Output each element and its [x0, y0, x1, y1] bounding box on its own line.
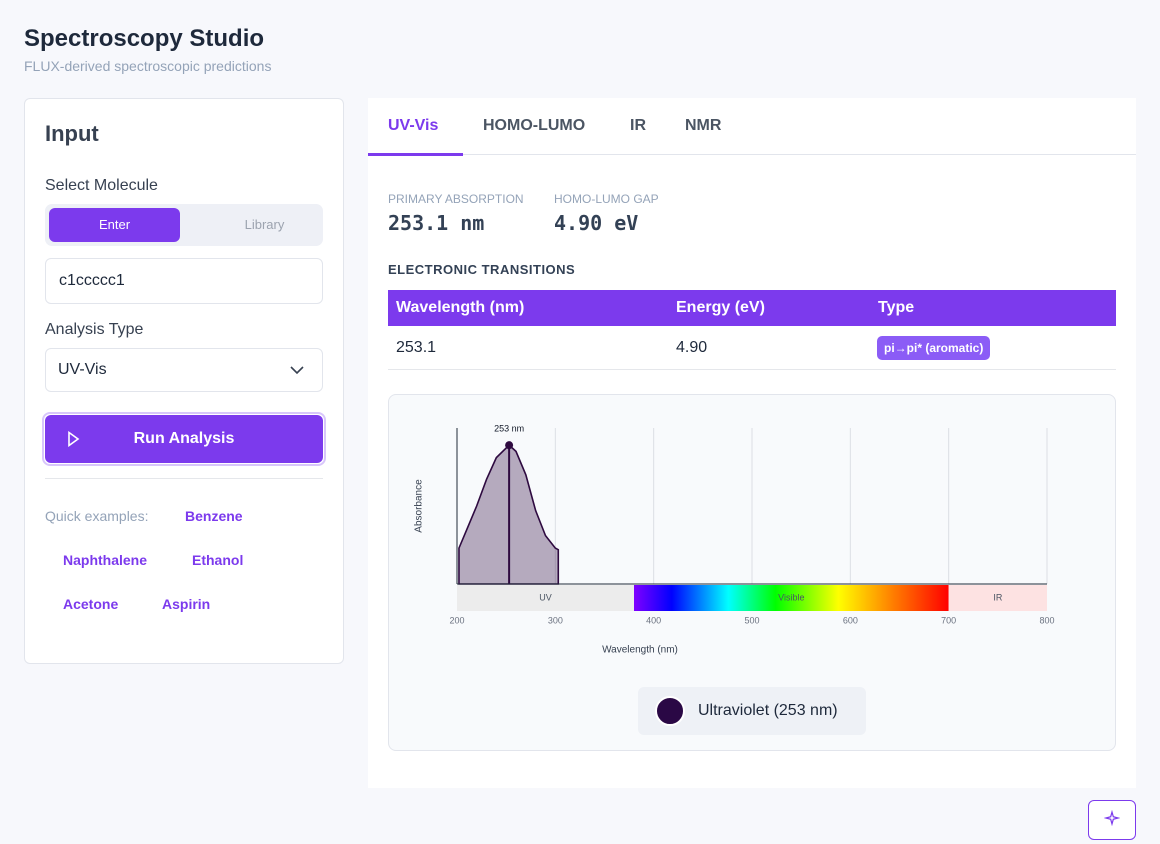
- color-chip-label: Ultraviolet (253 nm): [698, 702, 838, 719]
- chevron-icon: [290, 366, 304, 375]
- spectrum-band: [948, 585, 1047, 611]
- spectrum-band: [457, 585, 634, 611]
- metric-label: HOMO-LUMO GAP: [554, 192, 659, 206]
- app-subtitle: FLUX-derived spectroscopic predictions: [24, 58, 272, 74]
- x-tick-label: 200: [449, 615, 464, 625]
- metric-value: 4.90 eV: [554, 211, 639, 235]
- select-value: UV-Vis: [58, 361, 107, 378]
- spectrum-chart: Wavelength (nm) Absorbance 200 300 400 500 6…: [414, 424, 1055, 656]
- active-tab-indicator: [368, 153, 463, 156]
- peak-label: 253 nm: [494, 424, 524, 434]
- tab[interactable]: HOMO-LUMO: [483, 117, 586, 134]
- section-title: ELECTRONIC TRANSITIONS: [388, 262, 576, 277]
- app-title: Spectroscopy Studio: [24, 25, 265, 52]
- table-cell: 4.90: [676, 339, 708, 356]
- play-icon: [68, 431, 80, 447]
- card-title: Input: [45, 121, 99, 146]
- example-link[interactable]: Acetone: [63, 596, 119, 612]
- button-ring: [42, 412, 326, 466]
- tab-border: [368, 154, 1136, 155]
- color-swatch: [655, 696, 685, 726]
- type-badge: pi→pi* (aromatic): [877, 336, 991, 360]
- column-header: Wavelength (nm): [396, 299, 525, 316]
- example-link[interactable]: Naphthalene: [63, 552, 148, 568]
- x-tick-label: 600: [843, 615, 858, 625]
- band-label: Visible: [778, 592, 804, 602]
- sparkle-icon: [1104, 810, 1120, 826]
- tab[interactable]: NMR: [685, 117, 722, 134]
- metric-value: 253.1 nm: [388, 211, 485, 235]
- column-header: Type: [878, 299, 915, 316]
- metric-label: PRIMARY ABSORPTION: [388, 192, 524, 206]
- band-label: UV: [539, 592, 552, 602]
- field-label: Select Molecule: [45, 177, 158, 194]
- mode-tab[interactable]: Library: [244, 217, 285, 232]
- row-border: [388, 369, 1116, 370]
- divider: [45, 478, 323, 479]
- tab[interactable]: IR: [630, 117, 646, 134]
- y-axis-label: Absorbance: [414, 479, 425, 533]
- x-tick-label: 400: [646, 615, 661, 625]
- x-tick-label: 700: [941, 615, 956, 625]
- band-label: IR: [993, 592, 1003, 602]
- x-tick-label: 300: [548, 615, 563, 625]
- examples-label: Quick examples:: [45, 508, 149, 524]
- smiles-input[interactable]: c1ccccc1: [45, 258, 323, 304]
- x-axis-label: Wavelength (nm): [602, 645, 678, 656]
- tab[interactable]: UV-Vis: [388, 117, 439, 134]
- input-card: [24, 98, 344, 664]
- table-header: [388, 290, 1116, 326]
- x-tick-label: 800: [1039, 615, 1054, 625]
- spectrum-band: [634, 585, 949, 611]
- mode-tab[interactable]: Enter: [49, 208, 180, 242]
- example-link[interactable]: Benzene: [185, 508, 243, 524]
- peak-marker: [505, 441, 514, 450]
- example-link[interactable]: Aspirin: [162, 596, 211, 612]
- field-label: Analysis Type: [45, 321, 144, 338]
- assistant-button[interactable]: [1088, 800, 1136, 840]
- table-cell: 253.1: [396, 339, 437, 356]
- analysis-select[interactable]: [45, 348, 323, 392]
- run-button[interactable]: Run Analysis: [45, 415, 323, 463]
- column-header: Energy (eV): [676, 299, 765, 316]
- x-tick-label: 500: [744, 615, 759, 625]
- example-link[interactable]: Ethanol: [192, 552, 244, 568]
